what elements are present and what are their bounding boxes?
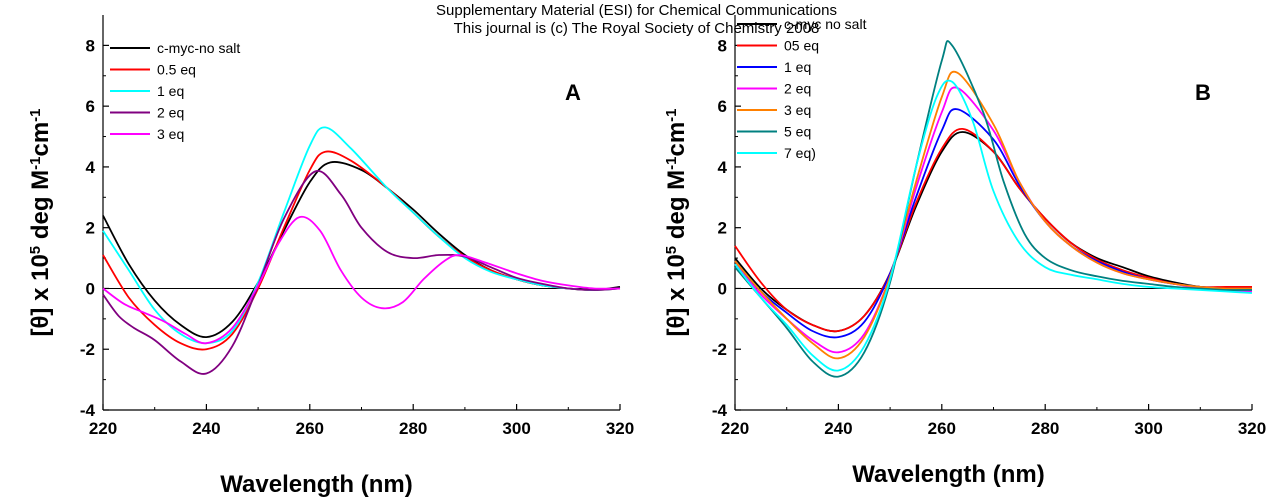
y-axis-title-part: deg M [663,170,690,246]
legend-label: 2 eq [784,81,811,97]
x-tick-label: 220 [89,419,117,438]
legend-label: 1 eq [157,83,184,99]
y-axis-title: [θ] x 105 deg M-1cm-1 [27,108,55,336]
series-line-1 [735,132,1252,331]
x-tick-label: 240 [824,419,852,438]
x-tick-label: 280 [1031,419,1059,438]
y-tick-label: 0 [718,279,727,298]
legend-label: 5 eq [784,124,811,140]
y-tick-label: 6 [86,97,95,116]
series-line-2 [103,151,620,349]
x-tick-label: 260 [928,419,956,438]
y-axis-title-part: 5 [27,246,44,254]
y-tick-label: 8 [718,36,727,55]
y-axis-title-part: 5 [663,246,680,254]
series-line-3 [103,127,620,343]
y-axis-title-part: -1 [27,157,44,170]
series-line-4 [735,87,1252,352]
legend-label: 7 eq) [784,145,816,161]
y-axis-title-part: [θ] x 10 [663,254,690,336]
x-tick-label: 320 [1238,419,1266,438]
x-tick-label: 220 [721,419,749,438]
chart-panel-A: 220 240 260 280 300 320 -4 -2 0 2 4 6 8 c-myc-no salt… [27,15,635,498]
y-tick-label: 4 [86,158,96,177]
y-axis-title-part: -1 [27,108,44,121]
panel-label: A [565,80,581,105]
legend-label: c-myc no salt [784,16,867,32]
y-axis-title-part: deg M [27,170,54,246]
series-line-5 [735,72,1252,359]
y-tick-label: 4 [718,158,728,177]
legend-label: 05 eq [784,38,819,54]
y-tick-label: -4 [712,401,728,420]
x-tick-label: 240 [192,419,220,438]
legend-label: c-myc-no salt [157,40,240,56]
y-axis-title-part: cm [27,122,54,157]
y-axis-title-part: cm [663,122,690,157]
legend-label: 0.5 eq [157,62,196,78]
y-tick-label: -2 [712,340,727,359]
y-axis-title-part: [θ] x 10 [27,254,54,336]
x-tick-label: 320 [606,419,634,438]
x-tick-label: 280 [399,419,427,438]
y-tick-label: 2 [86,219,95,238]
y-tick-label: -2 [80,340,95,359]
y-axis-title: [θ] x 105 deg M-1cm-1 [663,108,691,336]
y-axis-title-part: -1 [663,108,680,121]
y-tick-label: -4 [80,401,96,420]
legend-label: 1 eq [784,59,811,75]
legend: c-myc no salt 05 eq 1 eq 2 eq 3 eq 5 eq 7 eq) [737,16,867,161]
chart-panel-B: 220 240 260 280 300 320 -4 -2 0 2 4 6 8 c-myc no salt… [663,15,1267,488]
panel-label: B [1195,80,1211,105]
legend-label: 2 eq [157,105,184,121]
y-tick-label: 0 [86,279,95,298]
legend-label: 3 eq [784,102,811,118]
y-axis-title-part: -1 [663,157,680,170]
x-axis-title: Wavelength (nm) [852,461,1044,488]
x-tick-label: 300 [1134,419,1162,438]
y-tick-label: 6 [718,97,727,116]
series-line-1 [103,162,620,337]
series-line-6 [735,41,1252,377]
x-tick-label: 300 [502,419,530,438]
y-tick-label: 2 [718,219,727,238]
y-tick-label: 8 [86,36,95,55]
legend: c-myc-no salt 0.5 eq 1 eq 2 eq 3 eq [110,40,240,142]
x-tick-label: 260 [296,419,324,438]
legend-label: 3 eq [157,126,184,142]
x-axis-title: Wavelength (nm) [220,471,412,498]
